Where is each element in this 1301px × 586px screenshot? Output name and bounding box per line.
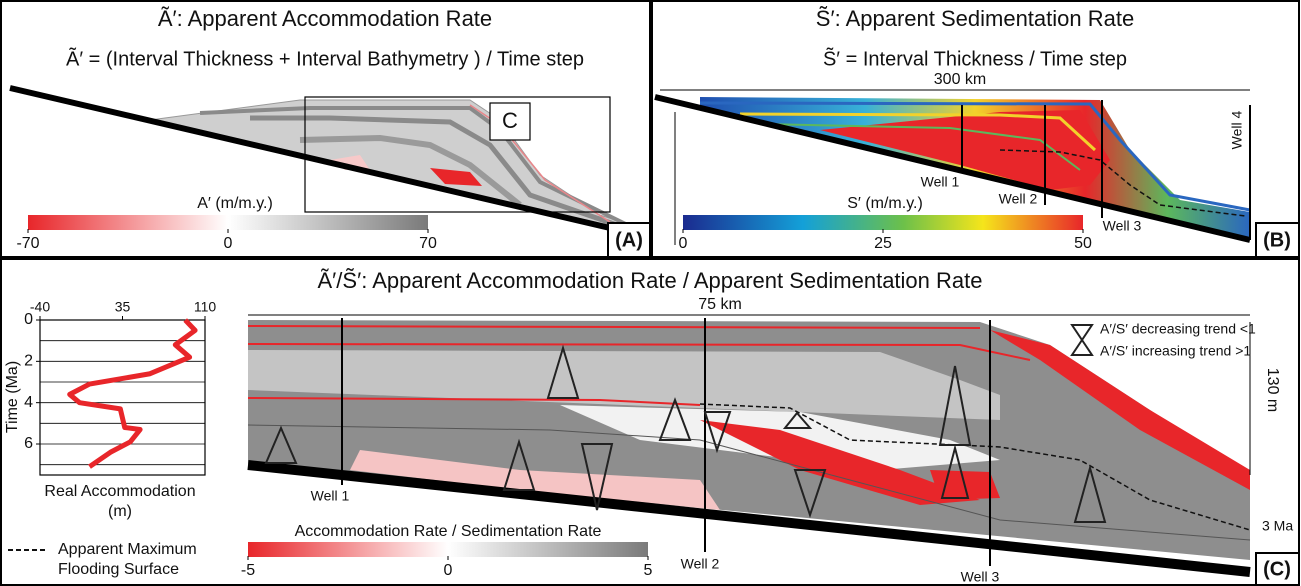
width-label: 300 km — [934, 71, 986, 88]
well-label: Well 4 — [1229, 110, 1245, 149]
colorbar-tick-label: -70 — [16, 235, 39, 252]
panel-title: Ã′: Apparent Accommodation Rate — [158, 6, 492, 31]
page: {"panel_a": {"title": "Ã′: Apparent Acco… — [0, 0, 1301, 586]
y-tick-label: 4 — [24, 394, 33, 411]
y-tick-label: 2 — [24, 353, 33, 370]
well-label: Well 1 — [921, 174, 960, 190]
legend-entry: A′/S′ decreasing trend <1 — [1100, 321, 1256, 337]
x-axis-label: (m) — [108, 503, 132, 520]
height-label: 130 m — [1264, 368, 1281, 412]
age-label: 3 Ma — [1262, 518, 1293, 534]
colorbar-label: Accommodation Rate / Sedimentation Rate — [295, 523, 602, 540]
x-tick-label: 35 — [115, 299, 131, 315]
corner-label: (B) — [1263, 229, 1291, 251]
box-label: C — [502, 108, 518, 133]
colorbar — [248, 542, 648, 557]
x-tick-label: -40 — [30, 299, 50, 315]
mfs-legend: Apparent Maximum — [58, 541, 197, 558]
colorbar-tick-label: 0 — [679, 235, 688, 252]
colorbar-tick-label: -5 — [241, 562, 255, 579]
corner-label: (C) — [1263, 558, 1291, 580]
legend-triangles — [1072, 325, 1092, 355]
well-label: Well 3 — [961, 569, 1000, 585]
y-axis-label: Time (Ma) — [4, 361, 21, 433]
panel-title: Ã′/S̃′: Apparent Accommodation Rate / Ap… — [318, 268, 983, 293]
well-label: Well 3 — [1103, 218, 1142, 234]
colorbar-label: A′ (m/m.y.) — [197, 195, 273, 212]
colorbar-tick-label: 25 — [874, 235, 892, 252]
corner-label: (A) — [615, 229, 643, 251]
mfs-legend: Flooding Surface — [58, 561, 179, 578]
colorbar-label: S′ (m/m.y.) — [847, 195, 923, 212]
well-label: Well 2 — [681, 556, 720, 572]
well-label: Well 1 — [311, 488, 350, 504]
colorbar-tick-label: 0 — [444, 562, 453, 579]
formula: Ã′ = (Interval Thickness + Interval Bath… — [66, 46, 584, 70]
width-label: 75 km — [698, 296, 742, 313]
colorbar-tick-label: 0 — [224, 235, 233, 252]
colorbar-tick-label: 5 — [644, 562, 653, 579]
x-axis-label: Real Accommodation — [44, 483, 195, 500]
x-tick-label: 110 — [194, 299, 217, 315]
y-tick-label: 6 — [24, 435, 33, 452]
formula: S̃′ = Interval Thickness / Time step — [823, 47, 1127, 70]
legend-entry: A′/S′ increasing trend >1 — [1100, 343, 1251, 359]
well-label: Well 2 — [999, 191, 1038, 207]
colorbar-tick-label: 70 — [419, 235, 437, 252]
colorbar — [28, 215, 428, 230]
panel-title: S̃′: Apparent Sedimentation Rate — [816, 6, 1134, 31]
figure: Ã′: Apparent Accommodation Rate Ã′ = (In… — [0, 0, 1301, 586]
colorbar-tick-label: 50 — [1074, 235, 1092, 252]
colorbar — [683, 215, 1083, 230]
